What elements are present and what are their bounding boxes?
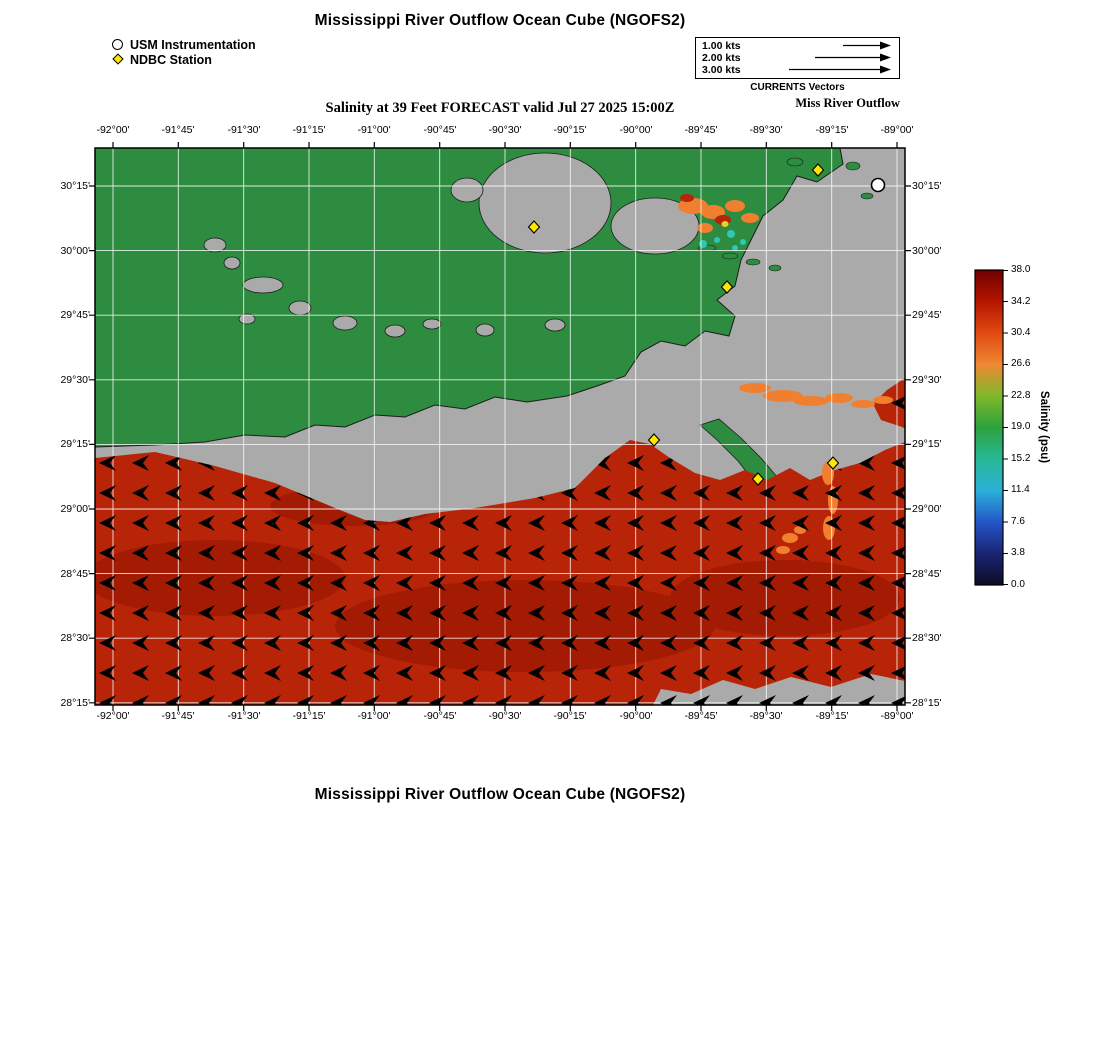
- coastline: [94, 147, 844, 448]
- lakes: [203, 152, 700, 338]
- lat-tick-label: 28°45': [912, 568, 942, 580]
- colorbar: [974, 269, 1008, 586]
- lat-tick-label: 30°15': [912, 180, 942, 192]
- vector-arrowhead-icon: [880, 41, 891, 50]
- usm-legend-icon: [112, 39, 123, 50]
- lat-tick-label: 29°45': [60, 309, 90, 321]
- colorbar-tick-label: 0.0: [1011, 579, 1025, 590]
- page-title: Mississippi River Outflow Ocean Cube (NG…: [314, 12, 686, 29]
- currents-arrows: [789, 41, 891, 74]
- lat-tick-label: 29°00': [912, 503, 942, 515]
- lon-tick-label: -90°45': [423, 710, 457, 722]
- colorbar-tick-label: 3.8: [1011, 547, 1025, 558]
- lon-tick-label: -92°00': [96, 710, 130, 722]
- lat-tick-label: 28°15': [60, 697, 90, 709]
- usm-instrument-marker: [870, 177, 886, 193]
- lon-tick-label: -90°15': [553, 124, 587, 136]
- colorbar-gradient: [974, 269, 1004, 586]
- colorbar-tick-label: 19.0: [1011, 421, 1031, 432]
- ndbc-legend-icon: [112, 53, 124, 65]
- lat-tick-label: 30°00': [60, 245, 90, 257]
- vector-arrowhead-icon: [880, 53, 891, 62]
- colorbar-tick-label: 11.4: [1011, 484, 1030, 495]
- ndbc-station-marker: [720, 280, 734, 294]
- lat-tick-label: 30°00': [912, 245, 942, 257]
- usm-legend-label: USM Instrumentation: [130, 38, 256, 52]
- colorbar-tick-label: 34.2: [1011, 296, 1031, 307]
- lon-tick-label: -91°00': [357, 710, 391, 722]
- lon-tick-label: -89°00': [880, 124, 914, 136]
- lon-tick-label: -91°15': [292, 124, 326, 136]
- speed-label: 2.00 kts: [702, 52, 741, 64]
- lon-tick-label: -90°30': [488, 124, 522, 136]
- currents-caption: CURRENTS Vectors: [750, 82, 845, 93]
- lat-tick-label: 28°30': [60, 632, 90, 644]
- lat-tick-label: 28°15': [912, 697, 942, 709]
- lon-tick-label: -89°30': [749, 124, 783, 136]
- lat-tick-label: 29°45': [912, 309, 942, 321]
- lat-tick-label: 29°00': [60, 503, 90, 515]
- station-markers: [527, 163, 886, 486]
- axis-ticks: [89, 142, 911, 711]
- lon-tick-label: -89°30': [749, 710, 783, 722]
- lat-tick-label: 29°30': [912, 374, 942, 386]
- lon-tick-label: -90°15': [553, 710, 587, 722]
- bottom-title: Mississippi River Outflow Ocean Cube (NG…: [314, 786, 686, 803]
- ndbc-station-marker: [826, 456, 840, 470]
- outflow-plume-yellow: [721, 221, 729, 227]
- lon-tick-label: -91°45': [161, 124, 195, 136]
- lon-tick-label: -91°00': [357, 124, 391, 136]
- ndbc-station-marker: [751, 472, 765, 486]
- lon-tick-label: -90°00': [619, 124, 653, 136]
- speed-label: 3.00 kts: [702, 64, 741, 76]
- lat-tick-label: 29°15': [60, 438, 90, 450]
- lon-tick-label: -90°00': [619, 710, 653, 722]
- ndbc-station-marker: [811, 163, 825, 177]
- map-plot: [89, 142, 911, 711]
- forecast-subtitle: Salinity at 39 Feet FORECAST valid Jul 2…: [325, 100, 675, 116]
- lat-tick-label: 29°30': [60, 374, 90, 386]
- lon-tick-label: -91°45': [161, 710, 195, 722]
- lat-tick-label: 28°30': [912, 632, 942, 644]
- colorbar-tick-label: 22.8: [1011, 390, 1031, 401]
- ndbc-station-marker: [527, 220, 541, 234]
- map-frame: [94, 147, 906, 706]
- vector-arrowhead-icon: [880, 65, 891, 74]
- lon-tick-label: -91°30': [227, 124, 261, 136]
- ndbc-legend-label: NDBC Station: [130, 53, 212, 67]
- lon-tick-label: -89°15': [815, 124, 849, 136]
- currents-legend-box: 1.00 kts 2.00 kts 3.00 kts: [695, 37, 900, 79]
- lon-tick-label: -90°45': [423, 124, 457, 136]
- speed-label: 1.00 kts: [702, 40, 741, 52]
- lat-tick-label: 30°15': [60, 180, 90, 192]
- lon-tick-label: -89°15': [815, 710, 849, 722]
- lon-tick-label: -92°00': [96, 124, 130, 136]
- colorbar-tick-label: 38.0: [1011, 264, 1031, 275]
- colorbar-tick-label: 30.4: [1011, 327, 1031, 338]
- colorbar-tick-label: 7.6: [1011, 516, 1025, 527]
- lon-tick-label: -89°45': [684, 124, 718, 136]
- colorbar-tick-label: 15.2: [1011, 453, 1031, 464]
- colorbar-ticks: [1003, 270, 1008, 585]
- ndbc-station-marker: [647, 433, 661, 447]
- lat-tick-label: 29°15': [912, 438, 942, 450]
- lon-tick-label: -91°15': [292, 710, 326, 722]
- lon-tick-label: -89°45': [684, 710, 718, 722]
- lat-tick-label: 28°45': [60, 568, 90, 580]
- lon-tick-label: -89°00': [880, 710, 914, 722]
- lon-tick-label: -90°30': [488, 710, 522, 722]
- colorbar-tick-label: 26.6: [1011, 358, 1031, 369]
- ndbc-markers: [527, 163, 840, 486]
- lon-tick-label: -91°30': [227, 710, 261, 722]
- colorbar-axis-label: Salinity (psu): [1038, 390, 1050, 464]
- outflow-label: Miss River Outflow: [795, 96, 900, 110]
